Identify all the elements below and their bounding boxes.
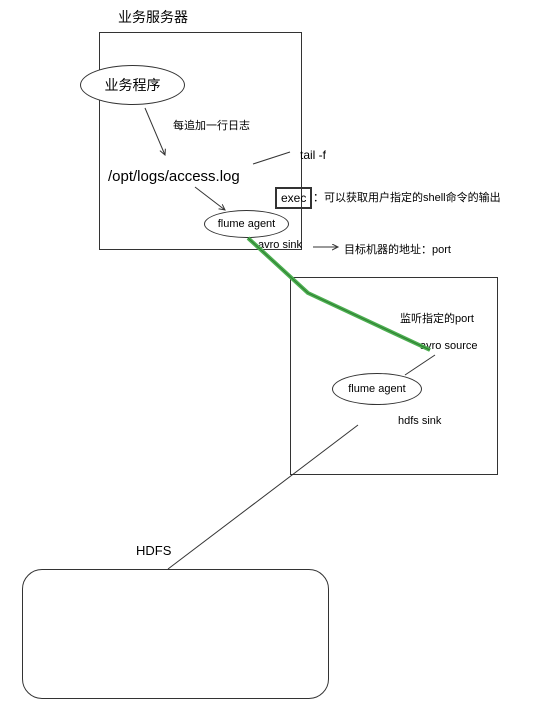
tail-f-label: tail -f (300, 148, 326, 162)
avro-sink-label: avro sink (258, 239, 302, 251)
exec-desc: ：可以获取用户指定的shell命令的输出 (313, 189, 501, 205)
flume-agent-1-label: flume agent (218, 218, 275, 230)
exec-box: exec (275, 187, 312, 209)
business-program-ellipse: 业务程序 (80, 65, 185, 105)
hdfs-sink-label: hdfs sink (398, 415, 441, 427)
hdfs-label: HDFS (136, 543, 171, 558)
flume-agent-1-ellipse: flume agent (204, 210, 289, 238)
access-log-path: /opt/logs/access.log (108, 168, 240, 185)
flume-agent-2-ellipse: flume agent (332, 373, 422, 405)
append-log-label: 每追加一行日志 (173, 117, 250, 133)
avro-source-label: avro source (420, 340, 477, 352)
exec-label: exec (281, 191, 306, 205)
diagram-title: 业务服务器 (118, 7, 188, 27)
target-addr-label: 目标机器的地址：port (344, 241, 451, 257)
listen-port-label: 监听指定的port (400, 310, 474, 326)
business-program-label: 业务程序 (105, 75, 161, 95)
hdfs-box (22, 569, 329, 699)
flume-agent-2-label: flume agent (348, 383, 405, 395)
